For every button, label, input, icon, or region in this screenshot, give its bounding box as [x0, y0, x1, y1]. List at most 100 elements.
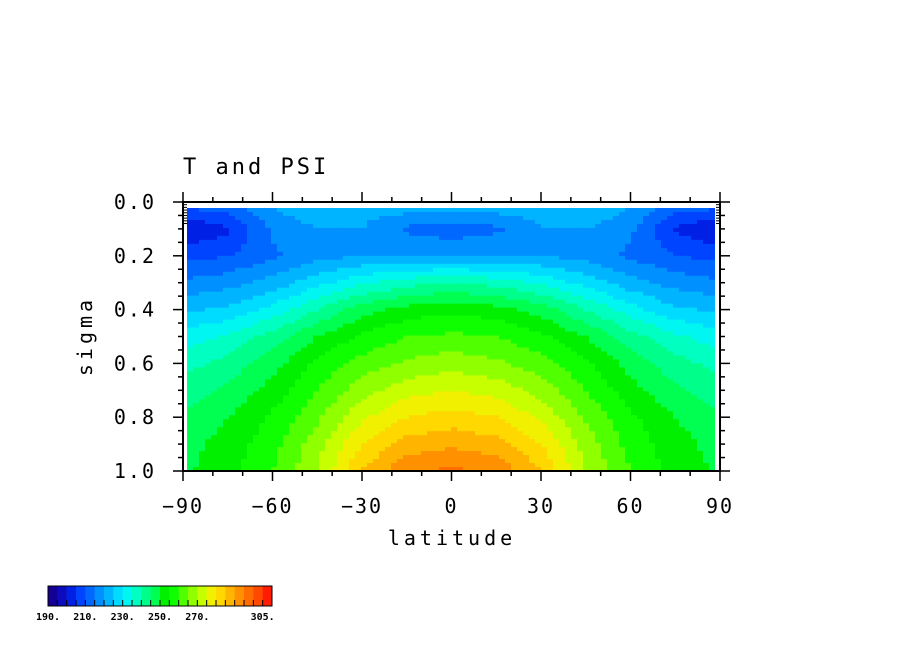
field-cell: [415, 371, 422, 376]
field-cell: [235, 319, 242, 325]
field-cell: [457, 391, 464, 396]
field-cell: [547, 239, 554, 245]
field-cell: [547, 403, 554, 408]
field-cell: [295, 215, 302, 221]
field-cell: [529, 331, 536, 337]
field-cell: [583, 223, 590, 229]
field-cell: [631, 247, 638, 253]
field-cell: [193, 251, 200, 257]
field-cell: [295, 263, 302, 269]
field-cell: [655, 375, 662, 380]
field-cell: [451, 283, 458, 289]
field-cell: [499, 379, 506, 384]
field-cell: [283, 403, 290, 408]
field-cell: [601, 208, 608, 213]
field-cell: [343, 311, 350, 317]
field-cell: [379, 315, 386, 321]
field-cell: [475, 243, 482, 249]
field-cell: [559, 243, 566, 249]
field-cell: [199, 271, 206, 277]
field-cell: [481, 315, 488, 321]
field-cell: [535, 311, 542, 317]
field-cell: [589, 247, 596, 253]
field-cell: [331, 311, 338, 317]
field-cell: [547, 227, 554, 233]
field-cell: [217, 219, 224, 225]
field-cell: [595, 303, 602, 309]
field-cell: [565, 263, 572, 269]
field-cell: [703, 379, 710, 384]
field-cell: [541, 275, 548, 281]
field-cell: [301, 419, 308, 424]
field-cell: [217, 223, 224, 229]
field-cell: [487, 367, 494, 372]
field-cell: [415, 399, 422, 404]
field-cell: [361, 387, 368, 392]
field-cell: [325, 259, 332, 265]
field-cell: [559, 431, 566, 436]
field-cell: [661, 335, 668, 341]
field-cell: [433, 231, 440, 237]
field-cell: [607, 395, 614, 400]
field-cell: [589, 331, 596, 337]
field-cell: [643, 295, 650, 301]
field-cell: [349, 391, 356, 396]
field-cell: [403, 427, 410, 432]
field-cell: [271, 235, 278, 241]
field-cell: [409, 391, 416, 396]
field-cell: [289, 347, 296, 353]
field-cell: [571, 235, 578, 241]
field-cell: [205, 331, 212, 337]
field-cell: [241, 387, 248, 392]
field-cell: [463, 351, 470, 357]
field-cell: [451, 383, 458, 388]
field-cell: [283, 371, 290, 376]
field-cell: [541, 311, 548, 317]
field-cell: [637, 271, 644, 277]
field-cell: [607, 391, 614, 396]
field-cell: [409, 208, 416, 213]
field-cell: [421, 299, 428, 305]
field-cell: [259, 279, 266, 285]
field-cell: [409, 219, 416, 225]
field-cell: [325, 371, 332, 376]
field-cell: [223, 219, 230, 225]
field-cell: [397, 215, 404, 221]
field-cell: [319, 231, 326, 237]
field-cell: [631, 371, 638, 376]
field-cell: [547, 355, 554, 361]
field-cell: [475, 347, 482, 353]
field-cell: [211, 303, 218, 309]
field-cell: [415, 423, 422, 428]
field-cell: [625, 387, 632, 392]
field-cell: [409, 339, 416, 345]
field-cell: [433, 399, 440, 404]
field-cell: [295, 287, 302, 293]
field-cell: [511, 307, 518, 313]
field-cell: [355, 403, 362, 408]
field-cell: [235, 399, 242, 404]
field-cell: [229, 371, 236, 376]
field-cell: [397, 291, 404, 297]
field-cell: [301, 263, 308, 269]
field-cell: [367, 223, 374, 229]
field-cell: [613, 395, 620, 400]
field-cell: [331, 339, 338, 345]
field-cell: [229, 291, 236, 297]
field-cell: [511, 279, 518, 285]
field-cell: [217, 403, 224, 408]
field-cell: [487, 407, 494, 412]
field-cell: [559, 219, 566, 225]
field-cell: [325, 331, 332, 337]
field-cell: [631, 335, 638, 341]
field-cell: [625, 215, 632, 221]
field-cell: [697, 355, 704, 361]
field-cell: [691, 211, 698, 217]
field-cell: [517, 295, 524, 301]
field-cell: [595, 295, 602, 301]
field-cell: [349, 219, 356, 225]
field-cell: [367, 327, 374, 333]
field-cell: [223, 259, 230, 265]
field-cell: [463, 359, 470, 364]
field-cell: [655, 211, 662, 217]
